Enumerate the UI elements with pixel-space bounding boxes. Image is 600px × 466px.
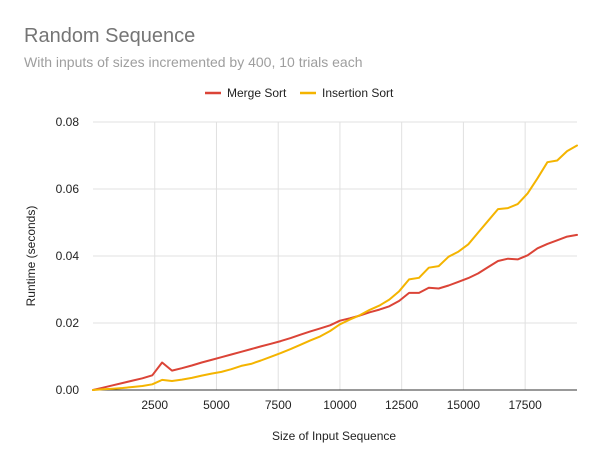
x-tick-label: 7500	[265, 398, 292, 412]
y-tick-label: 0.06	[56, 182, 80, 196]
series-lines	[92, 144, 578, 391]
y-axis-title: Runtime (seconds)	[24, 206, 38, 307]
x-tick-label: 10000	[323, 398, 357, 412]
legend-label-merge-sort: Merge Sort	[227, 86, 287, 100]
y-axis-ticks: 0.00 0.02 0.04 0.06 0.08	[56, 115, 80, 397]
x-tick-label: 5000	[203, 398, 230, 412]
legend: Merge Sort Insertion Sort	[205, 86, 394, 100]
y-tick-label: 0.08	[56, 115, 80, 129]
y-tick-label: 0.00	[56, 383, 80, 397]
x-axis-title: Size of Input Sequence	[272, 429, 396, 443]
x-tick-label: 2500	[141, 398, 168, 412]
series-line-merge-sort	[92, 233, 578, 391]
x-tick-label: 17500	[508, 398, 542, 412]
x-tick-label: 15000	[447, 398, 481, 412]
x-axis-ticks: 2500 5000 7500 10000 12500 15000 17500	[141, 398, 542, 412]
y-tick-label: 0.02	[56, 316, 80, 330]
chart-subtitle: With inputs of sizes incremented by 400,…	[24, 54, 363, 70]
legend-label-insertion-sort: Insertion Sort	[322, 86, 394, 100]
chart-title: Random Sequence	[24, 25, 195, 47]
x-tick-label: 12500	[385, 398, 419, 412]
gridlines	[93, 121, 577, 390]
series-line-insertion-sort	[92, 144, 578, 391]
y-tick-label: 0.04	[56, 249, 80, 263]
